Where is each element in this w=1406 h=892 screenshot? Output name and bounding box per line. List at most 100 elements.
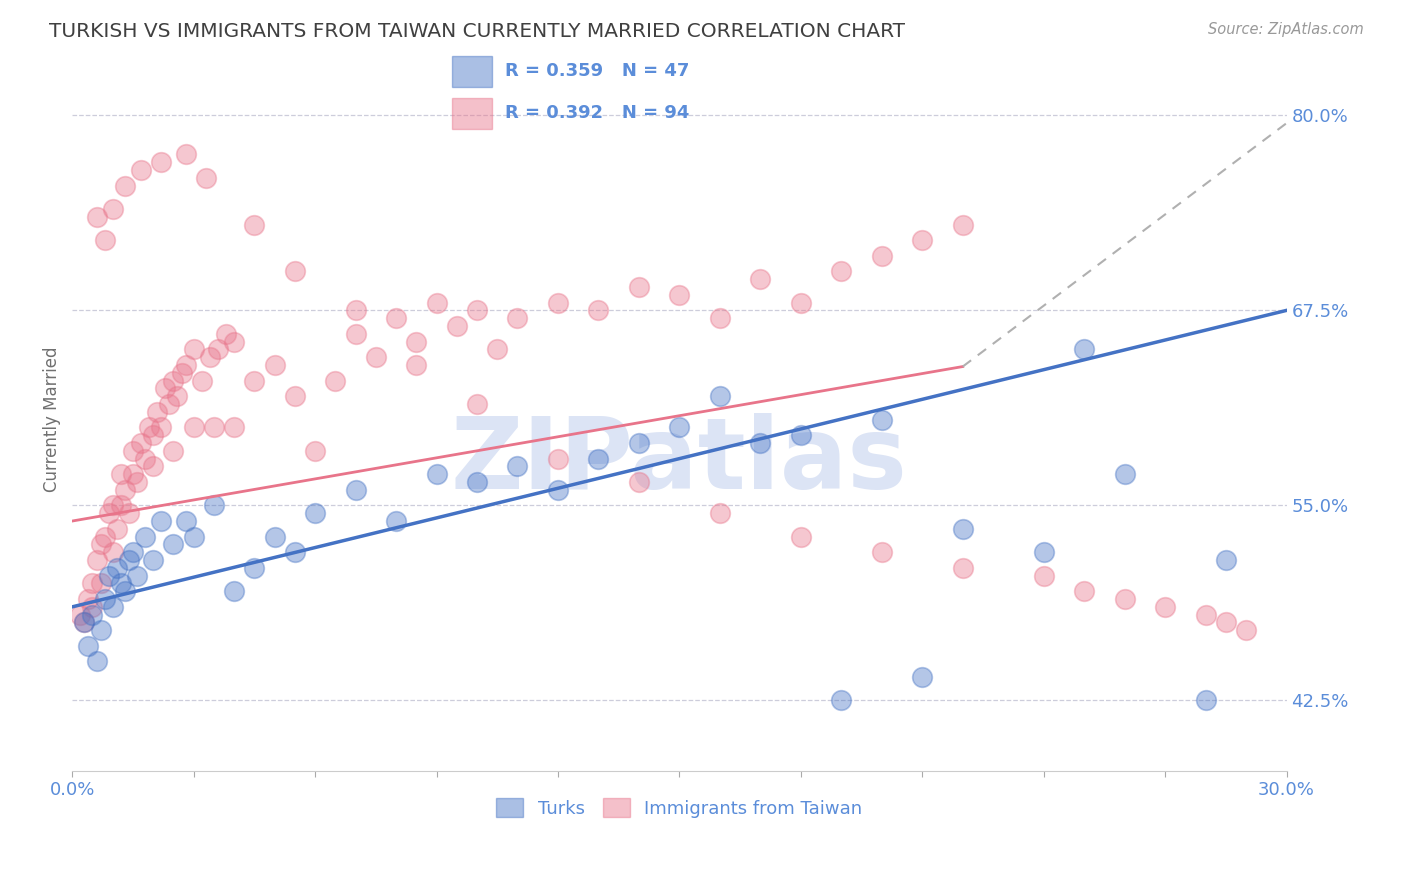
Point — [425, 467, 447, 482]
Point — [162, 443, 184, 458]
Point — [547, 483, 569, 497]
Text: Source: ZipAtlas.com: Source: ZipAtlas.com — [1208, 22, 1364, 37]
Point — [952, 218, 974, 232]
Point — [101, 202, 124, 216]
Point — [870, 545, 893, 559]
Point — [207, 343, 229, 357]
Point — [547, 451, 569, 466]
Point — [486, 343, 509, 357]
Point — [93, 233, 115, 247]
Point — [69, 607, 91, 622]
Point — [215, 326, 238, 341]
Point — [790, 428, 813, 442]
Point — [790, 530, 813, 544]
Point — [263, 358, 285, 372]
Point — [97, 568, 120, 582]
Point — [162, 374, 184, 388]
Point — [830, 693, 852, 707]
Point — [627, 475, 650, 489]
Point — [1215, 553, 1237, 567]
Point — [405, 358, 427, 372]
Text: R = 0.392   N = 94: R = 0.392 N = 94 — [505, 104, 689, 122]
Point — [86, 210, 108, 224]
Point — [465, 303, 488, 318]
Point — [224, 420, 246, 434]
Point — [790, 295, 813, 310]
Point — [952, 561, 974, 575]
Point — [138, 420, 160, 434]
Point — [183, 343, 205, 357]
Point — [101, 545, 124, 559]
Point — [93, 592, 115, 607]
Point — [101, 499, 124, 513]
Point — [749, 436, 772, 450]
Point — [174, 147, 197, 161]
Point — [110, 576, 132, 591]
Point — [97, 506, 120, 520]
Point — [90, 576, 112, 591]
Point — [194, 170, 217, 185]
Point — [122, 443, 145, 458]
Point — [870, 412, 893, 426]
Text: TURKISH VS IMMIGRANTS FROM TAIWAN CURRENTLY MARRIED CORRELATION CHART: TURKISH VS IMMIGRANTS FROM TAIWAN CURREN… — [49, 22, 905, 41]
Point — [405, 334, 427, 349]
Point — [668, 287, 690, 301]
Point — [150, 155, 173, 169]
Point — [627, 280, 650, 294]
Point — [425, 295, 447, 310]
Point — [77, 592, 100, 607]
Point — [385, 311, 408, 326]
Point — [129, 163, 152, 178]
Point — [1032, 545, 1054, 559]
Point — [465, 475, 488, 489]
Point — [284, 545, 307, 559]
Point — [150, 420, 173, 434]
Point — [709, 389, 731, 403]
Point — [749, 272, 772, 286]
Point — [82, 607, 104, 622]
Point — [344, 326, 367, 341]
Point — [110, 499, 132, 513]
Point — [202, 420, 225, 434]
Point — [911, 233, 934, 247]
Point — [86, 553, 108, 567]
Point — [224, 584, 246, 599]
Point — [1154, 599, 1177, 614]
Point — [183, 420, 205, 434]
Point — [952, 522, 974, 536]
Point — [1194, 693, 1216, 707]
Point — [1215, 615, 1237, 630]
Point — [93, 530, 115, 544]
Point — [150, 514, 173, 528]
Point — [1073, 584, 1095, 599]
Point — [1073, 343, 1095, 357]
Point — [243, 218, 266, 232]
Point — [1032, 568, 1054, 582]
Point — [202, 499, 225, 513]
Legend: Turks, Immigrants from Taiwan: Turks, Immigrants from Taiwan — [489, 791, 870, 825]
Point — [547, 295, 569, 310]
Point — [77, 639, 100, 653]
Point — [506, 459, 529, 474]
Point — [118, 506, 141, 520]
Point — [110, 467, 132, 482]
Point — [73, 615, 96, 630]
Point — [709, 506, 731, 520]
Point — [134, 530, 156, 544]
Point — [73, 615, 96, 630]
Point — [142, 428, 165, 442]
Point — [668, 420, 690, 434]
Point — [830, 264, 852, 278]
FancyBboxPatch shape — [453, 56, 492, 87]
Point — [122, 467, 145, 482]
Point — [82, 576, 104, 591]
Point — [243, 374, 266, 388]
FancyBboxPatch shape — [453, 98, 492, 129]
Text: ZIPatlas: ZIPatlas — [451, 413, 908, 510]
Point — [446, 318, 468, 333]
Point — [588, 451, 610, 466]
Point — [82, 599, 104, 614]
Point — [325, 374, 347, 388]
Point — [870, 249, 893, 263]
Point — [364, 350, 387, 364]
